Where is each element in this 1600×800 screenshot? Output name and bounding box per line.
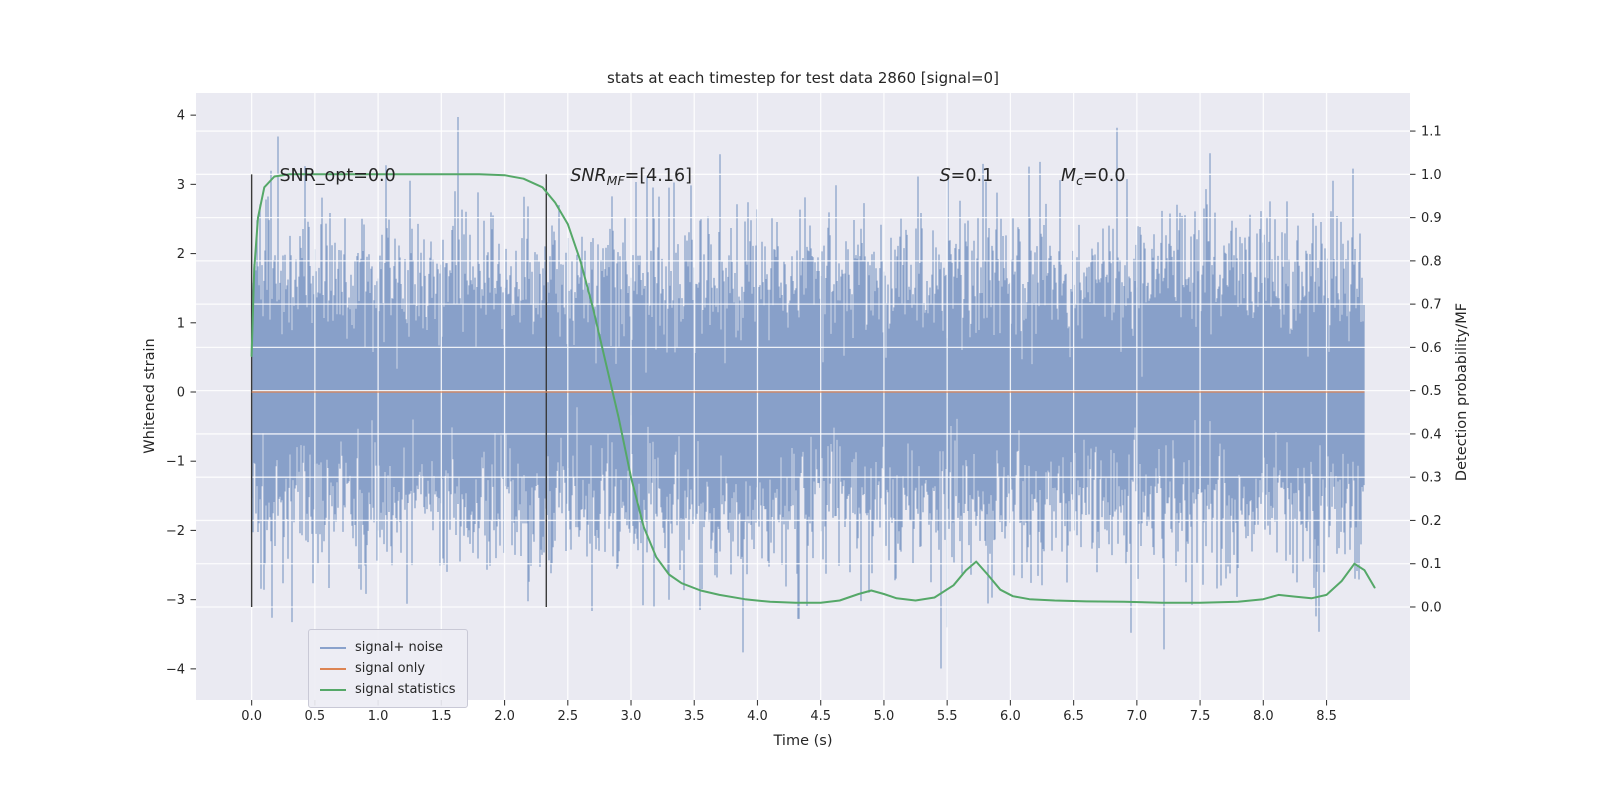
x-tick-label: 0.0: [241, 709, 262, 724]
x-tick-label: 5.5: [937, 709, 958, 724]
x-tick-label: 5.0: [874, 709, 895, 724]
legend-line-sample: [320, 688, 346, 691]
y-axis-label-left: Whitened strain: [142, 338, 158, 454]
annotation-text: SNR_opt=0.0: [279, 166, 396, 187]
x-tick-label: 6.0: [1000, 709, 1021, 724]
annotation-text: S: [939, 166, 951, 187]
x-tick-label: 3.0: [621, 709, 642, 724]
y-tick-label-left: −4: [166, 662, 185, 677]
annotation-text: M: [1060, 166, 1077, 187]
y-tick-label-right: 0.8: [1421, 254, 1442, 269]
y-tick-label-left: −1: [166, 455, 185, 470]
legend-item-signal-noise: signal+ noise: [320, 637, 456, 658]
x-tick-label: 1.5: [431, 709, 452, 724]
x-tick-label: 6.5: [1063, 709, 1084, 724]
y-tick-label-left: 4: [177, 109, 185, 124]
y-tick-label-right: 0.1: [1421, 557, 1442, 572]
legend: signal+ noise signal only signal statist…: [308, 629, 468, 708]
annotation-snr-opt: SNR_opt=0.0: [279, 166, 395, 188]
legend-label: signal only: [355, 661, 426, 676]
legend-line-sample: [320, 667, 346, 670]
x-tick-label: 2.0: [494, 709, 515, 724]
y-axis-label-right: Detection probability/MF: [1454, 302, 1470, 482]
x-tick-label: 4.5: [810, 709, 831, 724]
y-tick-label-right: 1.0: [1421, 168, 1442, 183]
annotation-mc: Mc=0.0: [1060, 166, 1126, 189]
legend-item-signal-only: signal only: [320, 658, 456, 679]
y-tick-label-left: 0: [177, 386, 185, 401]
y-tick-label-right: 0.5: [1421, 384, 1442, 399]
x-axis-label: Time (s): [773, 733, 833, 749]
x-tick-label: 7.0: [1127, 709, 1148, 724]
x-tick-label: 4.0: [747, 709, 768, 724]
annotation-s: S=0.1: [939, 166, 994, 187]
legend-label: signal statistics: [355, 682, 456, 697]
annotation-snr-mf: SNRMF=[4.16]: [570, 166, 692, 189]
y-tick-label-left: 1: [177, 316, 185, 331]
series-signal-statistics: [250, 173, 1376, 604]
y-tick-label-right: 1.1: [1421, 125, 1442, 140]
x-tick-label: 3.5: [684, 709, 705, 724]
y-tick-label-right: 0.4: [1421, 427, 1442, 442]
x-tick-label: 7.5: [1190, 709, 1211, 724]
y-tick-label-right: 0.9: [1421, 211, 1442, 226]
y-tick-label-right: 0.2: [1421, 514, 1442, 529]
x-tick-label: 8.5: [1316, 709, 1337, 724]
legend-label: signal+ noise: [355, 640, 444, 655]
y-tick-label-left: 3: [177, 178, 185, 193]
legend-line-sample: [320, 646, 346, 649]
y-tick-label-right: 0.0: [1421, 600, 1442, 615]
legend-item-signal-statistics: signal statistics: [320, 679, 456, 700]
y-tick-label-left: 2: [177, 247, 185, 262]
x-tick-label: 0.5: [305, 709, 326, 724]
y-tick-label-right: 0.3: [1421, 471, 1442, 486]
x-tick-label: 1.0: [368, 709, 389, 724]
y-tick-label-left: −2: [166, 524, 185, 539]
y-tick-label-left: −3: [166, 593, 185, 608]
annotation-text: SNR: [570, 166, 607, 187]
y-tick-label-right: 0.6: [1421, 341, 1442, 356]
chart-title: stats at each timestep for test data 286…: [607, 69, 999, 87]
y-tick-label-right: 0.7: [1421, 298, 1442, 313]
x-tick-label: 8.0: [1253, 709, 1274, 724]
x-tick-label: 2.5: [557, 709, 578, 724]
